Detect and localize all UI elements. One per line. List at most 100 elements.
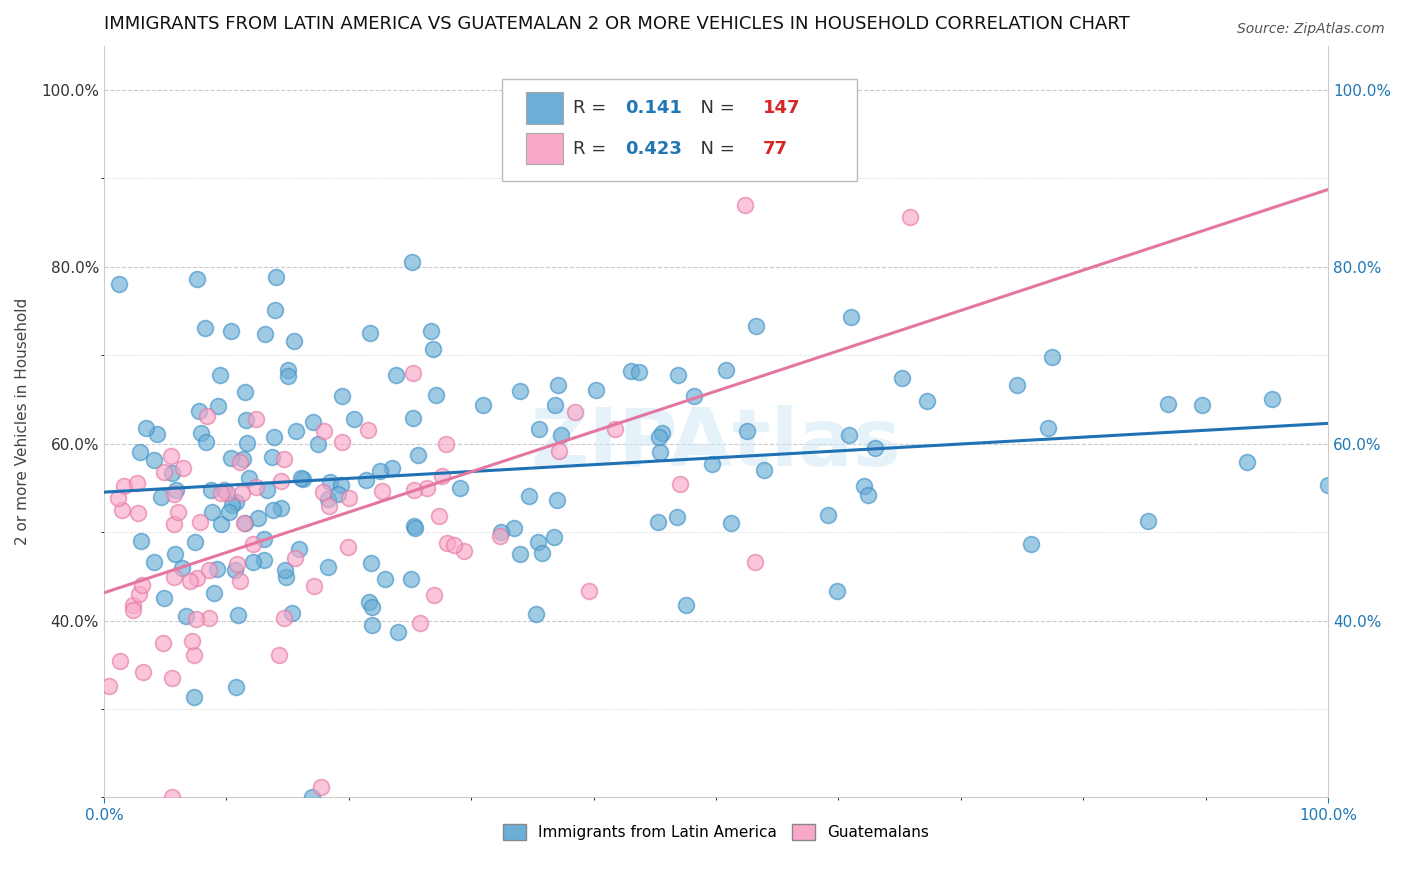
Point: [509, 547, 531, 561]
Point: [226, 607, 249, 622]
Point: [745, 319, 768, 334]
Point: [526, 534, 548, 549]
Point: [578, 583, 600, 598]
Point: [195, 435, 218, 450]
Point: [720, 516, 742, 530]
Point: [186, 272, 208, 286]
Point: [195, 409, 218, 423]
Point: [1019, 537, 1042, 551]
Point: [162, 671, 184, 685]
Point: [329, 478, 352, 492]
Point: [183, 535, 205, 549]
Point: [387, 625, 409, 640]
Point: [231, 485, 253, 500]
Point: [209, 516, 232, 531]
Point: [309, 780, 332, 795]
Point: [449, 481, 471, 495]
Point: [302, 579, 325, 593]
Point: [224, 563, 246, 577]
Point: [354, 474, 377, 488]
Point: [550, 428, 572, 442]
Point: [453, 544, 475, 558]
Point: [172, 560, 194, 574]
FancyBboxPatch shape: [526, 92, 562, 124]
Point: [207, 399, 229, 413]
Point: [374, 572, 396, 586]
Point: [131, 578, 153, 592]
Point: [724, 145, 747, 159]
Point: [174, 609, 197, 624]
Point: [529, 422, 551, 436]
Point: [263, 430, 285, 444]
Point: [360, 618, 382, 632]
Point: [330, 389, 353, 403]
Point: [145, 427, 167, 442]
Point: [318, 499, 340, 513]
Point: [359, 326, 381, 340]
Point: [267, 648, 290, 662]
Point: [108, 277, 131, 291]
Point: [253, 552, 276, 566]
Point: [651, 425, 673, 440]
Point: [200, 483, 222, 497]
Point: [160, 450, 183, 464]
Point: [165, 483, 187, 497]
Point: [290, 471, 312, 485]
Point: [128, 587, 150, 601]
Point: [226, 558, 249, 572]
Point: [233, 516, 256, 531]
Point: [112, 478, 135, 492]
Point: [360, 599, 382, 614]
Point: [256, 483, 278, 498]
Point: [735, 424, 758, 438]
Point: [443, 538, 465, 552]
Point: [307, 437, 329, 451]
Point: [273, 451, 295, 466]
Point: [531, 546, 554, 560]
Point: [188, 404, 211, 418]
Point: [283, 334, 305, 349]
Point: [245, 480, 267, 494]
Point: [262, 502, 284, 516]
Point: [245, 412, 267, 426]
Text: IMMIGRANTS FROM LATIN AMERICA VS GUATEMALAN 2 OR MORE VEHICLES IN HOUSEHOLD CORR: IMMIGRANTS FROM LATIN AMERICA VS GUATEMA…: [104, 15, 1130, 33]
Point: [682, 389, 704, 403]
Point: [247, 511, 270, 525]
Point: [401, 255, 423, 269]
Point: [425, 388, 447, 402]
Text: N =: N =: [689, 99, 741, 117]
Point: [194, 321, 217, 335]
Legend: Immigrants from Latin America, Guatemalans: Immigrants from Latin America, Guatemala…: [496, 818, 935, 847]
Point: [404, 521, 426, 535]
Point: [825, 584, 848, 599]
Point: [235, 436, 257, 450]
Point: [274, 570, 297, 584]
Point: [221, 499, 243, 513]
Point: [233, 384, 256, 399]
Point: [434, 437, 457, 451]
Point: [121, 598, 143, 612]
Point: [1261, 392, 1284, 407]
Point: [627, 365, 650, 379]
Point: [198, 611, 221, 625]
Point: [97, 679, 120, 693]
Point: [648, 430, 671, 444]
Point: [190, 426, 212, 441]
Point: [371, 483, 394, 498]
Text: Source: ZipAtlas.com: Source: ZipAtlas.com: [1237, 22, 1385, 37]
Point: [215, 486, 238, 500]
Point: [337, 541, 360, 555]
Text: 0.423: 0.423: [626, 140, 682, 158]
Point: [163, 517, 186, 532]
Point: [291, 472, 314, 486]
Point: [524, 607, 547, 622]
Point: [1191, 399, 1213, 413]
Point: [1038, 421, 1060, 435]
Point: [143, 555, 166, 569]
Point: [620, 364, 643, 378]
Point: [202, 586, 225, 600]
Point: [229, 455, 252, 469]
Point: [281, 607, 304, 621]
Point: [427, 508, 450, 523]
Point: [273, 611, 295, 625]
